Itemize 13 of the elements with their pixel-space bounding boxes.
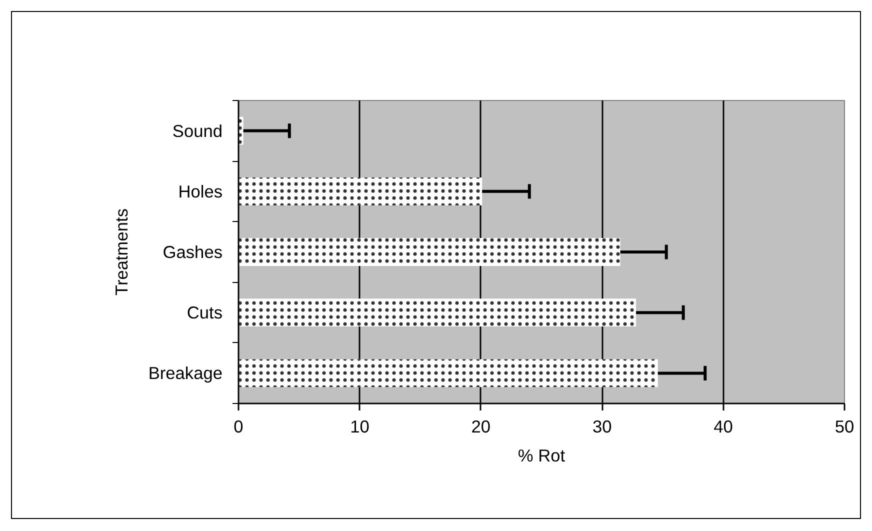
y-tick-label: Cuts [186, 302, 223, 323]
y-tick-label: Breakage [148, 363, 223, 384]
y-tick-label: Gashes [162, 242, 223, 262]
x-tick-label: 10 [350, 416, 370, 436]
x-tick-label: 40 [714, 416, 733, 436]
x-tick-label: 50 [834, 416, 854, 436]
y-axis-title: Treatments [111, 208, 132, 296]
x-tick-label: 20 [471, 416, 491, 436]
y-tick-label: Sound [172, 120, 223, 141]
x-tick-label: 30 [592, 416, 612, 436]
x-axis-title: % Rot [518, 446, 566, 466]
x-tick-label: 0 [234, 416, 244, 436]
y-tick-label: Holes [178, 181, 223, 202]
